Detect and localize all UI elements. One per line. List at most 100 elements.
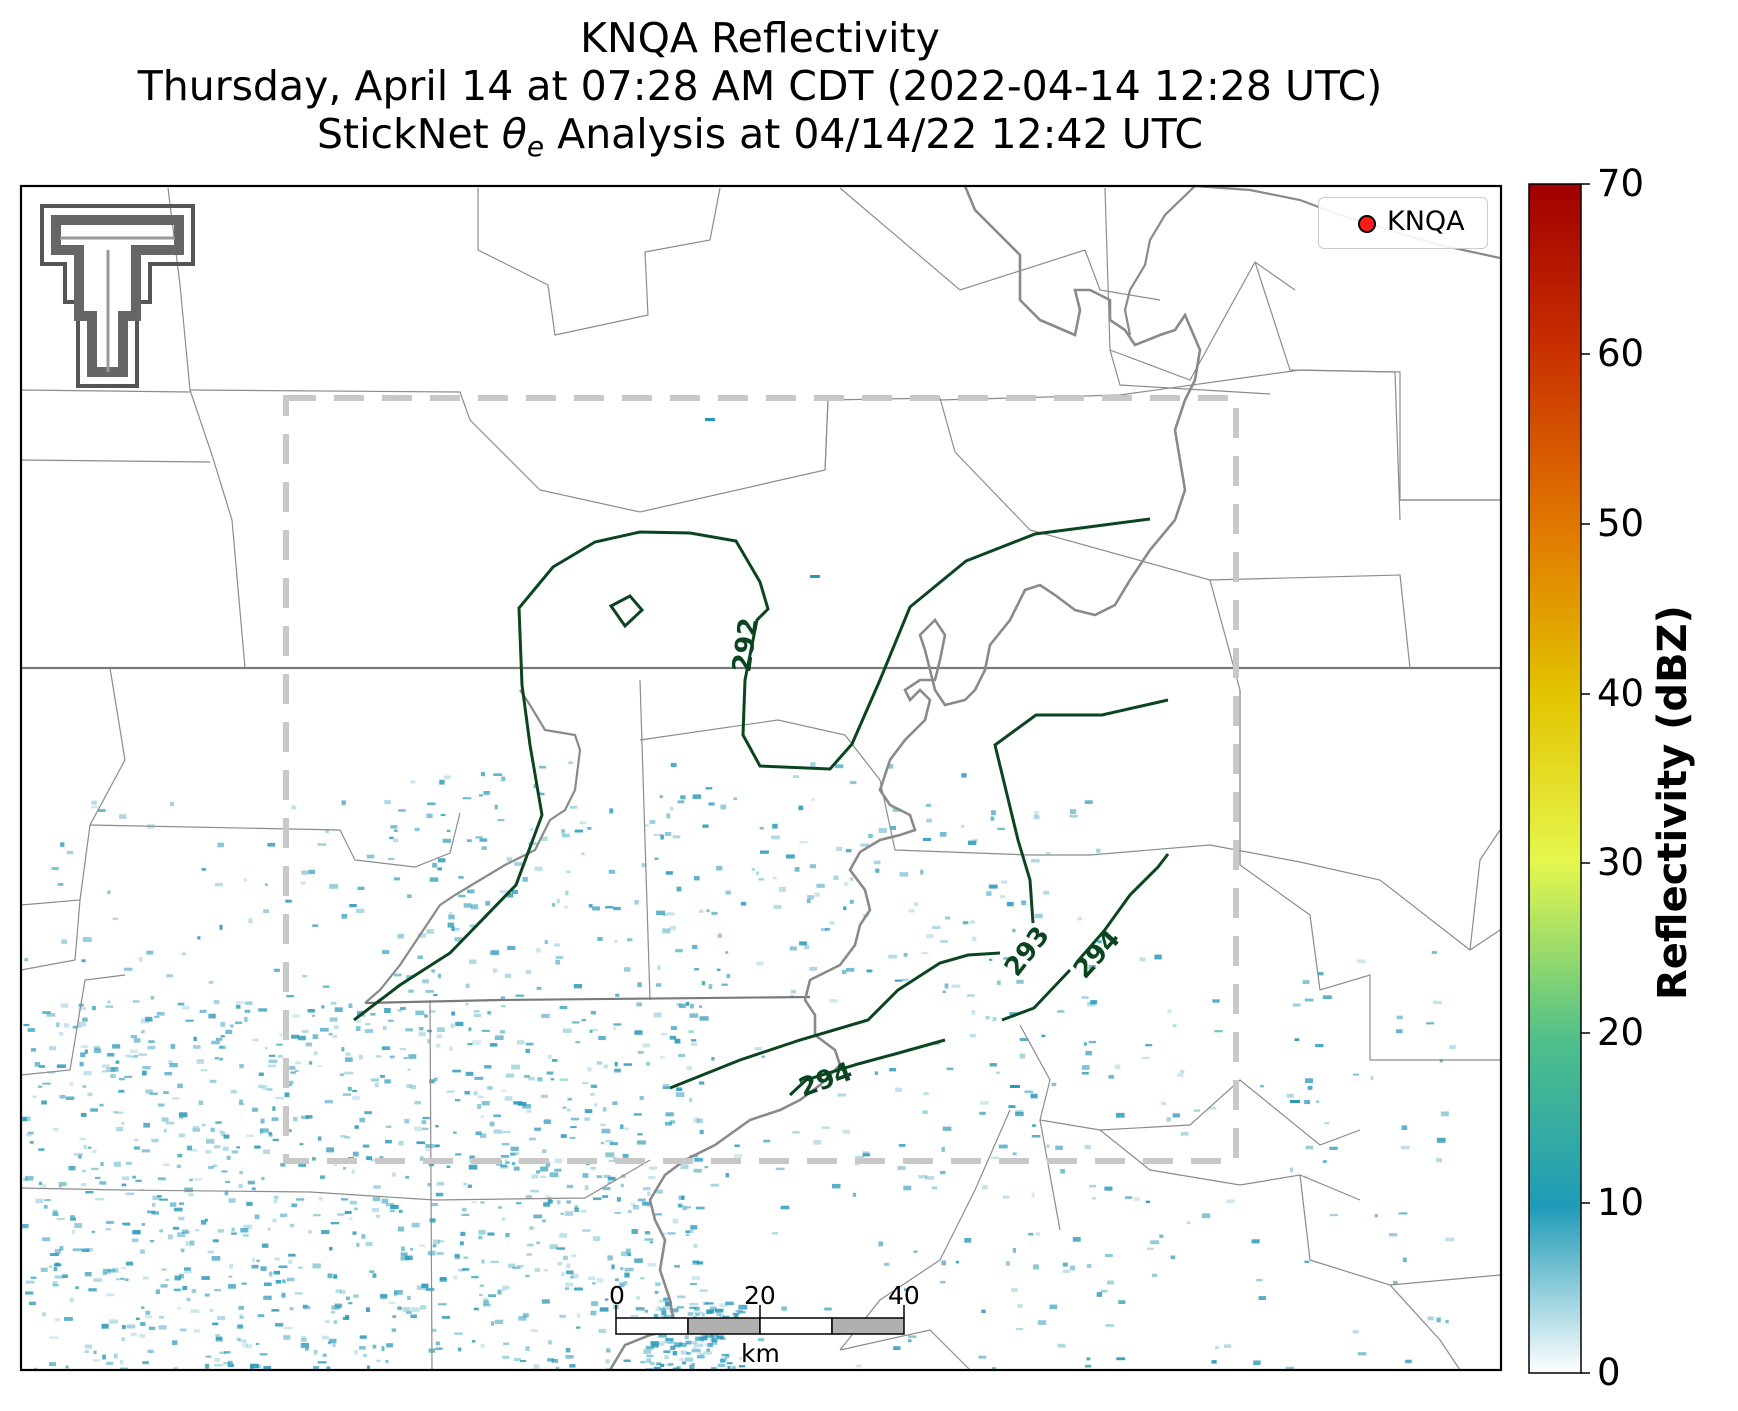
radar-echo-pixel bbox=[634, 1258, 643, 1263]
radar-echo-pixel bbox=[352, 1231, 357, 1235]
radar-echo-pixel bbox=[680, 1350, 688, 1355]
radar-echo-pixel bbox=[846, 967, 855, 972]
radar-echo-pixel bbox=[206, 1138, 215, 1144]
radar-echo-pixel bbox=[400, 1256, 410, 1261]
radar-echo-pixel bbox=[1405, 1359, 1412, 1364]
radar-echo-pixel bbox=[656, 983, 662, 987]
radar-echo-pixel bbox=[623, 1281, 628, 1286]
radar-echo-pixel bbox=[219, 1057, 223, 1061]
radar-echo-pixel bbox=[263, 1295, 272, 1300]
radar-echo-pixel bbox=[169, 1203, 177, 1206]
radar-echo-pixel bbox=[468, 1164, 478, 1170]
radar-echo-pixel bbox=[895, 1087, 902, 1092]
radar-echo-pixel bbox=[459, 1241, 464, 1246]
radar-echo-pixel bbox=[560, 1212, 564, 1215]
radar-echo-pixel bbox=[340, 1135, 346, 1138]
radar-echo-pixel bbox=[500, 1089, 506, 1092]
radar-echo-pixel bbox=[439, 1278, 448, 1283]
radar-echo-pixel bbox=[1024, 1090, 1034, 1094]
radar-echo-pixel bbox=[644, 1231, 651, 1235]
radar-echo-pixel bbox=[314, 1051, 318, 1056]
radar-echo-pixel bbox=[356, 1242, 360, 1247]
radar-echo-pixel bbox=[408, 989, 414, 993]
radar-echo-pixel bbox=[58, 1185, 63, 1188]
radar-echo-pixel bbox=[1081, 1071, 1089, 1075]
radar-echo-pixel bbox=[136, 1317, 140, 1321]
radar-echo-pixel bbox=[596, 1061, 603, 1065]
radar-echo-pixel bbox=[772, 823, 778, 829]
radar-echo-pixel bbox=[400, 1006, 406, 1010]
radar-echo-pixel bbox=[689, 1013, 699, 1018]
radar-echo-pixel bbox=[425, 1148, 430, 1152]
radar-echo-pixel bbox=[453, 1131, 457, 1134]
radar-echo-pixel bbox=[407, 894, 412, 899]
radar-echo-pixel bbox=[719, 1303, 727, 1307]
radar-echo-pixel bbox=[242, 1343, 248, 1348]
radar-echo-pixel bbox=[636, 1002, 642, 1007]
radar-echo-pixel bbox=[654, 1366, 661, 1370]
radar-echo-pixel bbox=[42, 1082, 51, 1085]
radar-echo-pixel bbox=[575, 1041, 581, 1044]
radar-echo-pixel bbox=[1226, 1199, 1235, 1204]
radar-echo-pixel bbox=[565, 1355, 574, 1359]
radar-echo-pixel bbox=[184, 1267, 191, 1271]
radar-echo-pixel bbox=[453, 1275, 458, 1280]
radar-echo-pixel bbox=[821, 1126, 831, 1129]
radar-echo-pixel bbox=[160, 1284, 168, 1288]
radar-echo-pixel bbox=[141, 1223, 145, 1226]
radar-echo-pixel bbox=[654, 857, 659, 860]
radar-echo-pixel bbox=[155, 1289, 161, 1295]
radar-echo-pixel bbox=[531, 1174, 539, 1179]
radar-echo-pixel bbox=[665, 1121, 673, 1126]
radar-echo-pixel bbox=[691, 1362, 696, 1366]
radar-echo-pixel bbox=[204, 1293, 210, 1297]
radar-echo-pixel bbox=[83, 1144, 87, 1149]
radar-echo-pixel bbox=[385, 1139, 392, 1144]
radar-echo-pixel bbox=[664, 1363, 670, 1366]
radar-echo-pixel bbox=[341, 1047, 345, 1052]
radar-echo-pixel bbox=[533, 1364, 540, 1369]
radar-echo-pixel bbox=[454, 1253, 460, 1258]
radar-echo-pixel bbox=[145, 1016, 153, 1022]
radar-echo-pixel bbox=[494, 1319, 504, 1325]
radar-echo-pixel bbox=[634, 899, 639, 905]
radar-echo-pixel bbox=[142, 1065, 151, 1070]
radar-echo-pixel bbox=[77, 1025, 82, 1029]
radar-echo-pixel bbox=[792, 775, 799, 779]
radar-echo-pixel bbox=[231, 1232, 237, 1235]
radar-echo-pixel bbox=[878, 1241, 883, 1247]
cbar-label-10: 10 bbox=[1597, 1181, 1645, 1224]
radar-echo-pixel bbox=[312, 1034, 319, 1040]
radar-echo-pixel bbox=[54, 1249, 61, 1254]
radar-echo-pixel bbox=[168, 1234, 173, 1240]
radar-echo-pixel bbox=[781, 1306, 787, 1311]
radar-echo-pixel bbox=[703, 1351, 712, 1355]
radar-echo-pixel bbox=[944, 983, 949, 989]
radar-echo-pixel bbox=[387, 857, 395, 861]
radar-echo-pixel bbox=[903, 1185, 912, 1191]
radar-echo-pixel bbox=[454, 937, 463, 942]
radar-echo-pixel bbox=[107, 1269, 116, 1272]
radar-echo-pixel bbox=[692, 1261, 700, 1265]
legend-marker-dot bbox=[1358, 215, 1376, 233]
scale-bar bbox=[615, 1305, 905, 1335]
radar-echo-pixel bbox=[366, 854, 375, 859]
radar-echo-pixel bbox=[90, 1108, 98, 1112]
radar-echo-pixel bbox=[660, 1055, 665, 1059]
radar-echo-pixel bbox=[860, 843, 869, 847]
radar-echo-pixel bbox=[356, 1010, 364, 1015]
radar-echo-pixel bbox=[664, 1355, 669, 1359]
radar-echo-pixel bbox=[228, 1198, 236, 1203]
radar-echo-pixel bbox=[1108, 1075, 1115, 1079]
radar-echo-pixel bbox=[668, 1341, 675, 1344]
radar-echo-pixel bbox=[192, 1126, 199, 1129]
radar-echo-pixel bbox=[522, 876, 528, 882]
radar-echo-pixel bbox=[686, 1352, 691, 1355]
radar-echo-pixel bbox=[354, 1350, 358, 1355]
radar-echo-pixel bbox=[272, 1138, 279, 1141]
radar-echo-pixel bbox=[240, 1228, 249, 1233]
radar-echo-pixel bbox=[78, 1007, 87, 1010]
contour-293-lower bbox=[669, 951, 1001, 1090]
radar-echo-pixel bbox=[1258, 1296, 1267, 1300]
radar-echo-pixel bbox=[403, 1057, 408, 1060]
